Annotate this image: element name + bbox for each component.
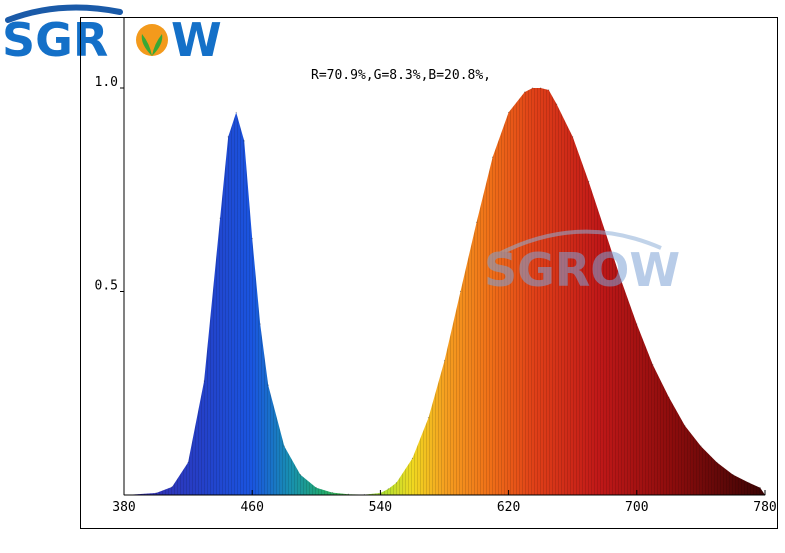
spectrum-point (187, 461, 189, 464)
spectrum-chart: 380 460 540 620 700 780 0.5 1.0 R=70.9%,G=8.3%,… (95, 18, 777, 515)
spectrum-point (315, 487, 317, 489)
spectrum-point (267, 384, 269, 386)
x-tick-label: 780 (753, 500, 776, 515)
logo-graphic: SGR W (2, 4, 222, 67)
rgb-ratio-annotation: R=70.9%,G=8.3%,B=20.8%, (311, 68, 491, 83)
y-tick-label: 1.0 (95, 75, 118, 90)
spectrum-point (283, 445, 285, 447)
spectrum-point (475, 221, 478, 223)
spectrum-point (235, 111, 237, 114)
spectrum-point (652, 364, 654, 366)
spectrum-point (219, 217, 221, 219)
spectrum-point (532, 87, 534, 89)
spectrum-point (572, 136, 574, 138)
spectrum-point (548, 89, 550, 91)
spectrum-point (171, 486, 173, 488)
sgrow-watermark: SGROW (484, 229, 680, 297)
spectrum-point (540, 87, 542, 89)
spectrum-point (716, 461, 718, 464)
spectrum-point (347, 493, 349, 495)
spectrum-point (395, 482, 398, 484)
y-tick-label: 0.5 (95, 279, 118, 294)
spectrum-point (732, 474, 734, 476)
spectrum-point (251, 237, 253, 240)
spectrum-point (556, 103, 558, 105)
watermark-text: SGROW (484, 243, 680, 297)
x-tick-label: 700 (625, 500, 648, 515)
spectrum-point (491, 156, 494, 158)
spectrum-point (620, 278, 622, 280)
spectrum-point (227, 136, 229, 138)
spectrum-point (524, 91, 526, 93)
svg-text:W: W (171, 13, 222, 66)
spectrum-point (299, 474, 301, 476)
spectrum-texture (124, 88, 765, 495)
spectrum-point (588, 181, 590, 183)
spectrum-point (387, 488, 390, 490)
svg-text:SGR: SGR (2, 13, 108, 66)
spectrum-point (203, 380, 205, 382)
spectrum-point (155, 492, 157, 494)
spectrum-point (668, 396, 670, 398)
spectrum-point (443, 360, 446, 362)
spectrum-point (427, 417, 430, 419)
spectrum-point (748, 482, 750, 484)
spectrum-point (243, 140, 245, 142)
x-tick-label: 380 (112, 500, 135, 515)
spectrum-point (700, 445, 702, 447)
chart-frame: 380 460 540 620 700 780 0.5 1.0 R=70.9%,G=8.3%,… (80, 17, 778, 529)
spectrum-point (459, 290, 462, 293)
spectrum-point (411, 457, 414, 459)
sgrow-logo: SGR W (0, 0, 230, 67)
spectrum-point (331, 491, 333, 494)
x-tick-label: 620 (497, 500, 520, 515)
spectrum-point (759, 487, 761, 489)
spectrum-point (259, 323, 261, 325)
spectrum-point (636, 323, 638, 325)
x-tick-label: 540 (369, 500, 392, 515)
spectrum-point (508, 111, 510, 114)
x-tick-label: 460 (240, 500, 263, 515)
spectrum-point (684, 425, 686, 427)
